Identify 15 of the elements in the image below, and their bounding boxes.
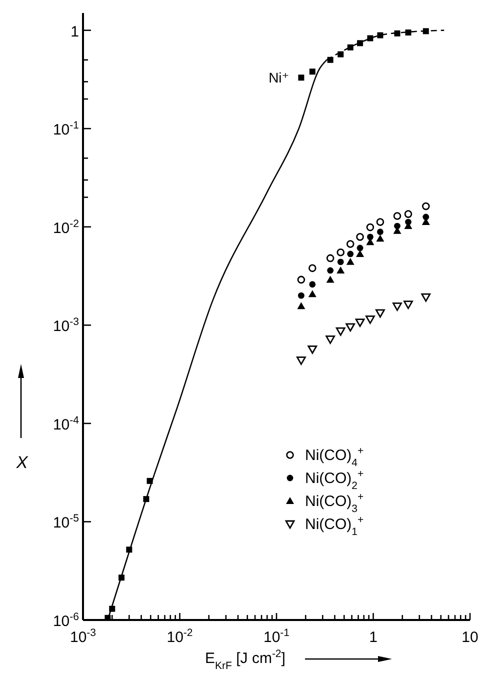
x-tick-label: 1 (369, 629, 378, 646)
y-tick-label: 10$^{-4}$ (52, 414, 80, 434)
x-tick-label: 10$^{-3}$ (70, 627, 96, 646)
x-tick-label: 10$^{-2}$ (166, 627, 193, 646)
x-tick-label: 10$^{-1}$ (263, 627, 290, 646)
y-tick-label: 10$^{-5}$ (52, 512, 80, 532)
y-axis-title: X (15, 453, 28, 472)
y-tick-label: 1 (70, 23, 79, 40)
y-tick-label: 10$^{-2}$ (52, 218, 80, 237)
x-axis-title: E$_{KrF}$ [J cm$^{-2}$] (205, 648, 286, 672)
y-tick-label: 10$^{-6}$ (52, 611, 80, 630)
y-tick-label: 10$^{-1}$ (52, 120, 80, 139)
series-label: Ni⁺ (268, 70, 290, 86)
y-tick-label: 10$^{-3}$ (52, 316, 80, 336)
x-tick-label: 10 (462, 629, 478, 646)
